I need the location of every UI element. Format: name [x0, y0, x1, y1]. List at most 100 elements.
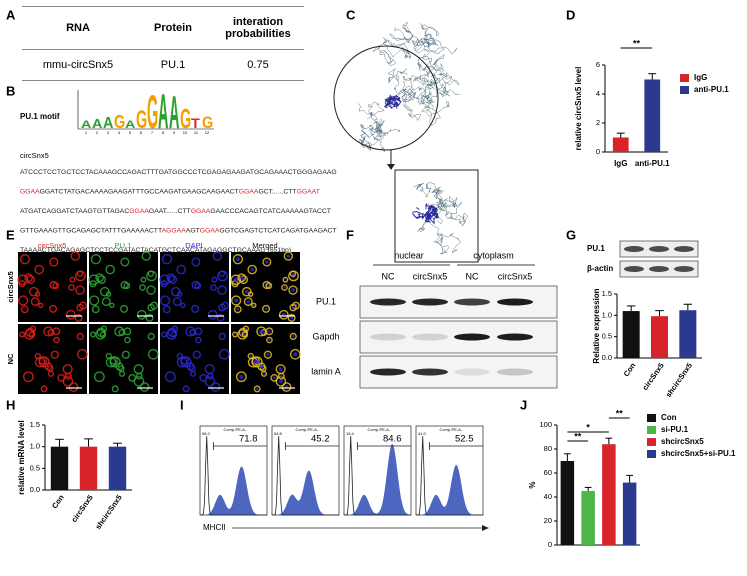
cell	[20, 305, 29, 314]
cell	[141, 251, 152, 261]
cell	[289, 332, 297, 341]
cell	[164, 371, 176, 383]
cell	[49, 304, 58, 313]
row-label: NC	[6, 353, 15, 364]
sequence-segment: GGTCGAGTCTCATCAGATGAAGACT	[219, 227, 336, 234]
cell	[262, 257, 272, 267]
cell	[191, 304, 200, 313]
micrograph	[160, 252, 229, 322]
header-cell: interation probabilities	[225, 16, 291, 40]
panel-label: I	[180, 397, 184, 412]
cell	[176, 352, 183, 360]
cell	[105, 291, 112, 297]
cell	[28, 331, 36, 338]
cell	[282, 276, 289, 283]
cell	[247, 264, 258, 275]
cell	[176, 264, 187, 275]
cell	[65, 309, 76, 320]
blot-row-label: lamin A	[311, 366, 341, 376]
micrograph	[231, 252, 300, 322]
sequence-line: ATCCCTCCTGCTCCTACAAAGCCAGACTTTGATGGCCCTC…	[20, 169, 337, 176]
y-tick-label: 4	[596, 89, 600, 98]
cell	[89, 295, 100, 306]
bar	[79, 446, 98, 490]
cell	[140, 276, 147, 283]
sequence-segment: GAACCCACAGTCATCAAAAAGTACCT	[210, 208, 331, 215]
panel-label: B	[6, 83, 15, 98]
y-tick-label: 80	[544, 444, 552, 453]
cell	[194, 282, 202, 290]
cell	[57, 373, 66, 382]
y-axis-label: relative mRNA level	[17, 420, 26, 494]
cell	[217, 285, 227, 295]
motif-position: 11	[194, 130, 199, 135]
cell	[136, 309, 147, 320]
cell	[109, 302, 115, 309]
gate-value: 45.2	[311, 434, 330, 445]
cell	[262, 280, 271, 290]
sequence-line: TAAAACTGACAGAGCTCCTCCGATACTACATGCTCAACAT…	[20, 247, 291, 254]
nucleus	[272, 376, 276, 380]
cell	[218, 332, 226, 341]
motif-letter: A	[169, 87, 179, 138]
nucleus	[266, 353, 270, 357]
cell	[218, 270, 226, 277]
panel-label: C	[346, 7, 356, 22]
cell	[147, 332, 155, 341]
cell	[207, 309, 218, 320]
x-tick-label: circSnx5	[640, 361, 665, 392]
motif-position: 9	[173, 130, 176, 135]
panel-label: G	[566, 227, 576, 242]
nucleus	[244, 289, 249, 294]
motif-position: 1	[85, 130, 88, 135]
cell	[212, 251, 223, 261]
band	[454, 298, 490, 306]
cell	[114, 326, 125, 337]
band	[649, 266, 669, 272]
cell	[257, 362, 266, 371]
cell	[172, 297, 182, 307]
structure-trace	[372, 21, 460, 126]
cell	[270, 373, 279, 382]
cell	[176, 291, 183, 297]
nucleus	[268, 338, 271, 342]
cell	[105, 352, 112, 360]
lane-label: circSnx5	[498, 271, 533, 281]
nucleus	[291, 288, 295, 292]
structure-trace	[357, 101, 401, 153]
panel-label: F	[346, 227, 354, 242]
y-tick-label: 60	[544, 468, 552, 477]
cell	[146, 285, 156, 295]
legend-label: anti-PU.1	[694, 85, 729, 94]
panel-label: E	[6, 227, 15, 242]
cell	[121, 350, 130, 359]
zoom-circle	[333, 45, 439, 151]
cell	[17, 274, 29, 286]
histogram-sample	[344, 443, 411, 515]
cell	[18, 295, 29, 306]
blot-row-label: PU.1	[316, 296, 336, 306]
y-tick-label: 0	[596, 147, 600, 156]
left-value: 15.4	[346, 431, 355, 436]
row-label: circSnx5	[6, 271, 15, 302]
y-tick-label: 1.0	[30, 442, 40, 451]
y-tick-label: 1.5	[30, 420, 40, 429]
cell	[91, 305, 100, 314]
cell	[49, 257, 59, 267]
nucleus	[239, 276, 244, 280]
zoom-box	[394, 169, 479, 263]
band	[497, 368, 533, 376]
cell	[275, 364, 286, 375]
cell	[243, 297, 253, 307]
nucleus	[236, 307, 240, 311]
channel-label: PU.1	[115, 241, 132, 250]
cell	[43, 326, 54, 337]
cell	[162, 305, 171, 314]
motif-position: 5	[129, 130, 132, 135]
nucleus	[233, 277, 238, 282]
y-tick-label: 1.0	[602, 310, 612, 319]
gate-value: 71.8	[239, 434, 258, 445]
cell	[287, 313, 296, 322]
blot-row-label: PU.1	[587, 244, 605, 253]
